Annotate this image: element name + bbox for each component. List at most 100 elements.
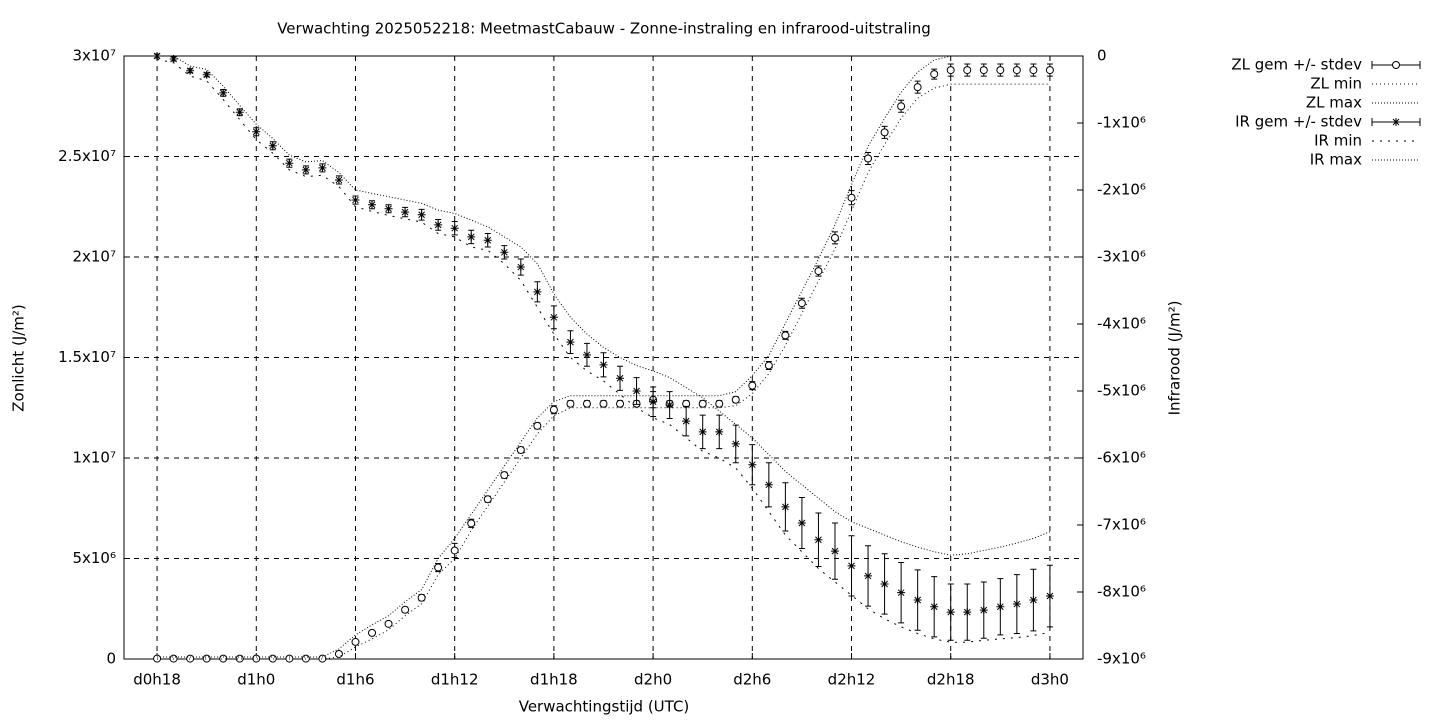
data-point xyxy=(930,602,939,611)
data-point xyxy=(533,287,542,296)
data-point xyxy=(268,654,277,663)
data-point xyxy=(781,502,790,511)
data-point xyxy=(996,602,1005,611)
data-point xyxy=(731,439,740,448)
data-point xyxy=(318,654,327,663)
x-tick-label: d3h0 xyxy=(1031,671,1069,689)
data-point xyxy=(781,331,790,340)
data-point xyxy=(368,628,377,637)
data-point xyxy=(1045,592,1054,601)
data-point xyxy=(301,165,310,174)
data-point xyxy=(996,66,1005,75)
data-point xyxy=(334,649,343,658)
data-point xyxy=(500,471,509,480)
data-point xyxy=(847,561,856,570)
data-point xyxy=(963,608,972,617)
y-tick-label: 0 xyxy=(106,650,116,668)
x-axis-label: Verwachtingstijd (UTC) xyxy=(519,698,690,716)
data-point xyxy=(351,637,360,646)
x-tick-label: d1h18 xyxy=(530,671,578,689)
data-point xyxy=(797,518,806,527)
y-axis-label: Zonlicht (J/m²) xyxy=(10,304,28,412)
data-point xyxy=(1029,596,1038,605)
data-point xyxy=(582,399,591,408)
x-tick-label: d1h0 xyxy=(237,671,275,689)
data-point xyxy=(913,596,922,605)
data-point xyxy=(186,654,195,663)
x-tick-label: d2h12 xyxy=(828,671,876,689)
plot-frame xyxy=(123,55,1084,660)
legend-label: IR gem +/- stdev xyxy=(1235,113,1362,131)
y2-tick-label: -4x10⁶ xyxy=(1097,315,1146,333)
x-tick-label: d2h18 xyxy=(927,671,975,689)
data-point xyxy=(1012,66,1021,75)
y-tick-label: 1.5x10⁷ xyxy=(58,348,116,366)
data-point xyxy=(715,399,724,408)
data-point xyxy=(930,70,939,79)
data-point xyxy=(351,196,360,205)
series-line xyxy=(157,83,1050,660)
data-point xyxy=(880,579,889,588)
data-point xyxy=(979,606,988,615)
data-point xyxy=(599,360,608,369)
data-point xyxy=(698,399,707,408)
data-point xyxy=(698,427,707,436)
data-point xyxy=(368,200,377,209)
data-point xyxy=(169,55,178,64)
data-point xyxy=(897,102,906,111)
data-point xyxy=(913,83,922,92)
data-point xyxy=(434,563,443,572)
data-point xyxy=(715,427,724,436)
data-point xyxy=(566,338,575,347)
data-point xyxy=(417,593,426,602)
data-point xyxy=(450,224,459,233)
data-point xyxy=(334,175,343,184)
data-point xyxy=(186,66,195,75)
data-point xyxy=(946,608,955,617)
data-point xyxy=(814,535,823,544)
x-tick-label: d2h6 xyxy=(733,671,771,689)
data-point xyxy=(252,654,261,663)
y2-tick-label: 0 xyxy=(1097,47,1107,65)
data-point xyxy=(384,204,393,213)
data-point xyxy=(880,128,889,137)
data-point xyxy=(483,495,492,504)
data-point xyxy=(533,421,542,430)
y2-axis-label: Infrarood (J/m²) xyxy=(1166,301,1184,416)
data-point xyxy=(582,350,591,359)
data-point xyxy=(285,159,294,168)
data-point xyxy=(219,654,228,663)
data-point xyxy=(963,66,972,75)
legend-label: IR max xyxy=(1310,151,1362,169)
x-tick-label: d2h0 xyxy=(634,671,672,689)
data-point xyxy=(748,460,757,469)
data-point xyxy=(847,193,856,202)
y2-tick-label: -7x10⁶ xyxy=(1097,516,1146,534)
legend-marker xyxy=(1392,61,1400,69)
data-point xyxy=(1029,66,1038,75)
data-point xyxy=(814,267,823,276)
y-tick-label: 3x10⁷ xyxy=(72,47,116,65)
y2-tick-label: -6x10⁶ xyxy=(1097,449,1146,467)
data-point xyxy=(384,619,393,628)
data-point xyxy=(830,547,839,556)
data-point xyxy=(202,70,211,79)
data-point xyxy=(450,546,459,555)
data-point xyxy=(483,236,492,245)
data-point xyxy=(616,374,625,383)
data-point xyxy=(797,299,806,308)
y-tick-label: 5x10⁶ xyxy=(72,549,116,567)
legend-label: IR min xyxy=(1314,132,1362,150)
data-point xyxy=(864,154,873,163)
data-point xyxy=(401,605,410,614)
data-point xyxy=(252,127,261,136)
y2-tick-label: -1x10⁶ xyxy=(1097,114,1146,132)
series-line xyxy=(157,55,1051,556)
data-point xyxy=(1045,66,1054,75)
data-point xyxy=(467,232,476,241)
data-point xyxy=(467,519,476,528)
data-point xyxy=(764,361,773,370)
data-point xyxy=(516,263,525,272)
data-point xyxy=(897,588,906,597)
